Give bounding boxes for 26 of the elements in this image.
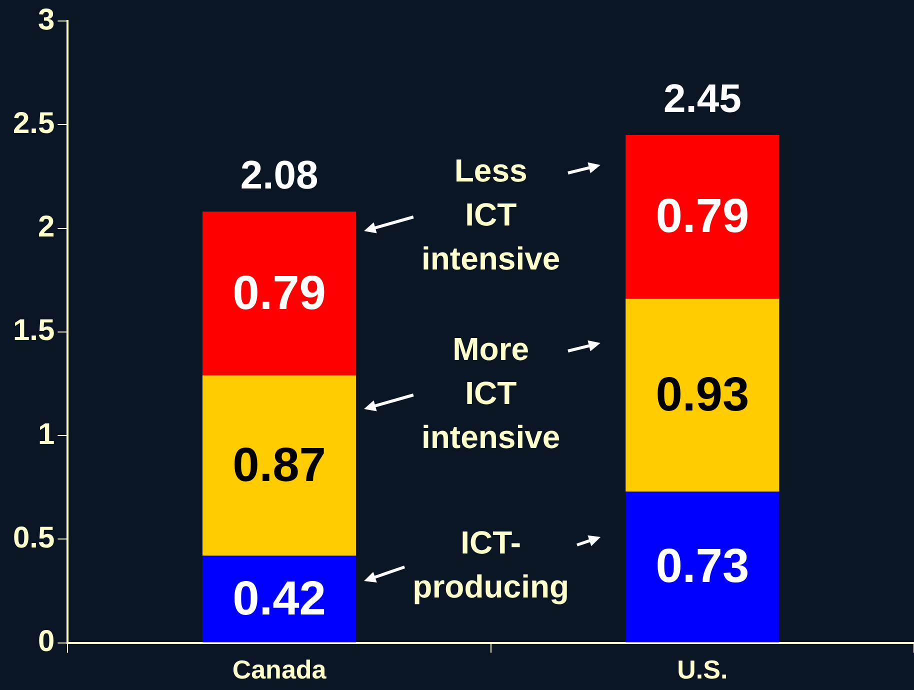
y-tick-label: 1 <box>38 418 55 451</box>
data-label: 0.42 <box>232 572 326 626</box>
bar <box>626 298 780 492</box>
total-label: 2.45 <box>663 77 742 122</box>
text: More ICT intensive <box>421 330 560 455</box>
y-tick-label: 3 <box>38 3 55 36</box>
data-label: 0.79 <box>232 266 326 320</box>
x-tick-label: U.S. <box>677 654 728 685</box>
data-label: 0.87 <box>232 438 326 492</box>
bar <box>202 212 356 376</box>
y-tick-label: 2.5 <box>12 106 55 140</box>
bar <box>626 134 780 299</box>
data-label: 0.73 <box>656 540 750 594</box>
series-label: ICT-producing <box>412 524 570 605</box>
text: Less ICT intensive <box>421 152 560 277</box>
data-label: 0.79 <box>656 190 750 244</box>
y-tick-label: 2 <box>38 210 55 244</box>
y-tick-label: 0 <box>38 625 55 658</box>
y-tick-label: 1.5 <box>12 314 55 348</box>
total-label: 2.08 <box>240 154 318 198</box>
data-label: 0.93 <box>656 368 750 422</box>
bar <box>626 491 780 642</box>
y-tick-label: 0.5 <box>12 521 55 554</box>
bar <box>202 556 356 642</box>
bar <box>202 375 356 556</box>
x-tick-label: Canada <box>232 654 327 685</box>
